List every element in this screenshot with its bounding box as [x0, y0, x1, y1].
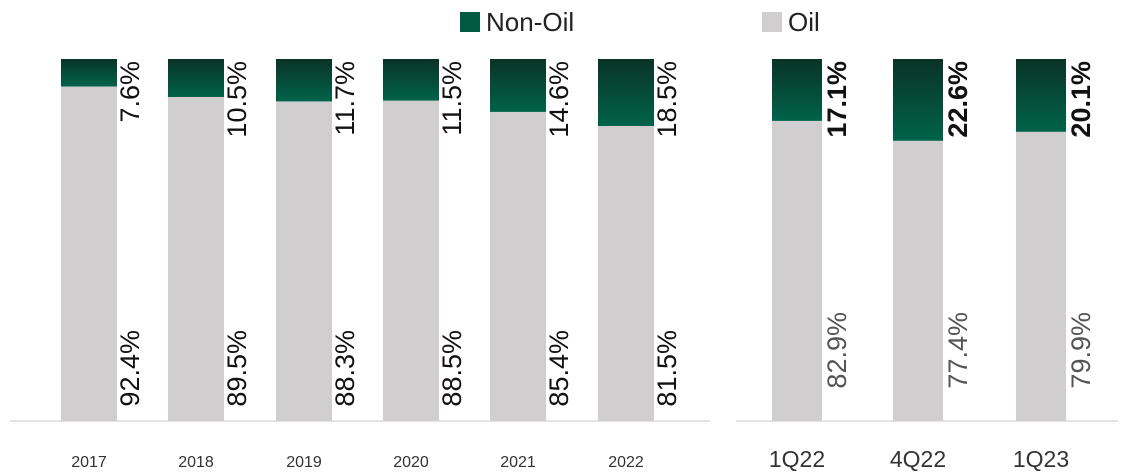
label-non-oil-2017: 7.6% [115, 61, 145, 123]
label-non-oil-4Q22: 22.6% [943, 61, 973, 138]
bar-non-oil-1Q22 [772, 59, 822, 121]
bar-non-oil-2021 [490, 59, 546, 112]
category-label-1Q22: 1Q22 [769, 446, 825, 471]
bar-oil-4Q22 [893, 140, 943, 422]
label-non-oil-2020: 11.5% [437, 61, 467, 136]
label-oil-2021: 85.4% [544, 330, 574, 407]
bar-non-oil-2022 [598, 59, 654, 126]
label-oil-2017: 92.4% [115, 330, 145, 407]
chart-marks: 2017 7.6% 92.4% 2018 10.5% 89.5% 2019 11.7% 88.3… [61, 59, 1096, 472]
category-label-2019: 2019 [286, 454, 322, 471]
bar-non-oil-2020 [383, 59, 439, 101]
label-non-oil-2019: 11.7% [330, 61, 360, 136]
label-oil-2019: 88.3% [330, 330, 360, 407]
label-oil-1Q22: 82.9% [822, 312, 852, 389]
legend-swatch-oil [762, 12, 782, 32]
category-label-2017: 2017 [71, 454, 107, 471]
category-label-2018: 2018 [178, 454, 214, 471]
bar-oil-1Q22 [772, 120, 822, 422]
bar-oil-2022 [598, 126, 654, 421]
bar-non-oil-4Q22 [893, 59, 943, 141]
category-label-2020: 2020 [393, 454, 429, 471]
category-label-4Q22: 4Q22 [890, 446, 946, 471]
category-label-2021: 2021 [500, 454, 536, 471]
bar-oil-2019 [276, 101, 332, 422]
bar-oil-1Q23 [1016, 131, 1066, 422]
bar-non-oil-1Q23 [1016, 59, 1066, 132]
bar-oil-2017 [61, 86, 117, 421]
label-oil-2022: 81.5% [652, 330, 682, 407]
label-oil-2020: 88.5% [437, 330, 467, 407]
bar-non-oil-2019 [276, 59, 332, 102]
bar-non-oil-2017 [61, 59, 117, 87]
bar-oil-2018 [168, 97, 224, 421]
legend-label-oil: Oil [788, 7, 820, 37]
label-non-oil-1Q22: 17.1% [822, 61, 852, 138]
category-label-2022: 2022 [608, 454, 644, 471]
legend-swatch-non-oil [460, 12, 480, 32]
label-oil-4Q22: 77.4% [943, 312, 973, 389]
label-non-oil-2022: 18.5% [652, 61, 682, 138]
bar-oil-2020 [383, 100, 439, 421]
label-non-oil-2021: 14.6% [544, 61, 574, 138]
label-oil-2018: 89.5% [222, 330, 252, 407]
label-non-oil-2018: 10.5% [222, 61, 252, 138]
legend-label-non-oil: Non-Oil [486, 7, 574, 37]
label-non-oil-1Q23: 20.1% [1066, 61, 1096, 138]
label-oil-1Q23: 79.9% [1066, 312, 1096, 389]
bar-non-oil-2018 [168, 59, 224, 97]
legend: Non-Oil Oil [460, 7, 820, 37]
bar-oil-2021 [490, 111, 546, 422]
category-label-1Q23: 1Q23 [1013, 446, 1069, 471]
